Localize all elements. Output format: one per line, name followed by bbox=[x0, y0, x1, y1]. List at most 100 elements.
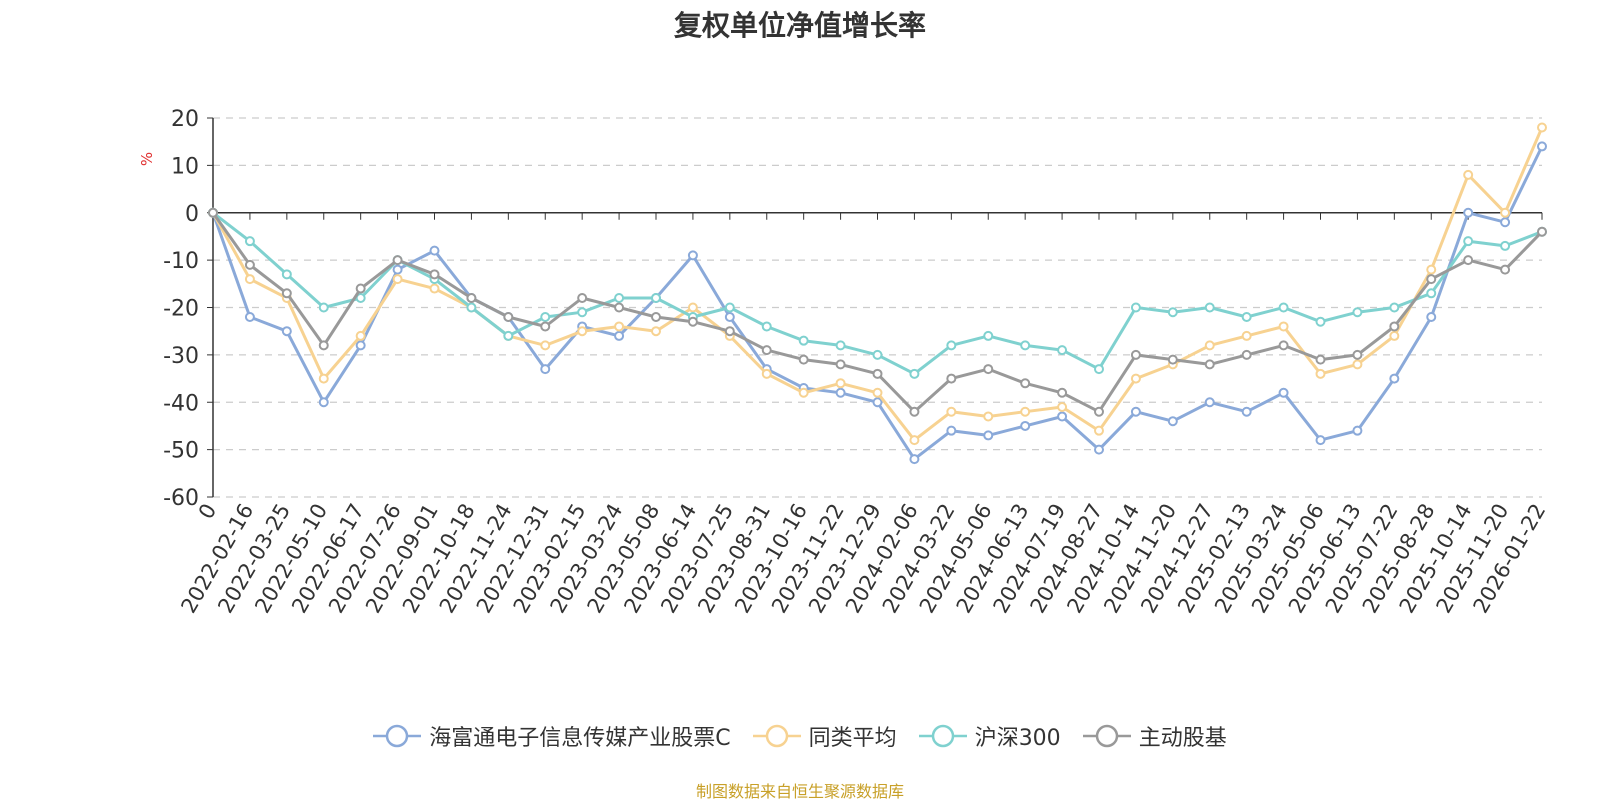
data-point bbox=[355, 283, 366, 294]
data-point bbox=[244, 259, 255, 270]
data-point bbox=[983, 364, 994, 375]
data-point bbox=[244, 236, 255, 247]
data-point bbox=[946, 425, 957, 436]
data-point bbox=[318, 397, 329, 408]
data-point bbox=[1352, 307, 1363, 318]
data-point bbox=[281, 269, 292, 280]
legend: 海富通电子信息传媒产业股票C 同类平均 沪深300 主动股基 bbox=[0, 720, 1600, 752]
legend-item[interactable]: 沪深300 bbox=[918, 720, 1061, 752]
data-point bbox=[724, 302, 735, 313]
y-tick-label: -50 bbox=[163, 439, 199, 464]
data-point bbox=[946, 406, 957, 417]
y-tick-label: 0 bbox=[185, 202, 199, 227]
y-tick-label: -60 bbox=[163, 486, 199, 511]
data-point bbox=[1500, 217, 1511, 228]
data-point bbox=[1057, 345, 1068, 356]
data-point bbox=[1057, 387, 1068, 398]
data-point bbox=[1500, 264, 1511, 275]
data-point bbox=[355, 293, 366, 304]
data-point bbox=[909, 368, 920, 379]
data-point bbox=[835, 387, 846, 398]
data-point bbox=[798, 387, 809, 398]
data-point bbox=[1500, 207, 1511, 218]
data-point bbox=[318, 373, 329, 384]
chart-title: 复权单位净值增长率 bbox=[673, 9, 926, 42]
data-point bbox=[1537, 141, 1547, 152]
y-tick-label: -30 bbox=[163, 344, 199, 369]
data-point bbox=[651, 293, 661, 304]
legend-swatch-marker bbox=[1095, 724, 1118, 748]
data-point bbox=[1057, 401, 1068, 412]
data-point bbox=[983, 330, 994, 341]
data-point bbox=[1463, 207, 1474, 218]
data-point bbox=[1352, 349, 1363, 360]
source-note: 制图数据来自恒生聚源数据库 bbox=[695, 782, 904, 801]
data-point bbox=[466, 293, 477, 304]
legend-swatch-marker bbox=[765, 724, 788, 748]
legend-item[interactable]: 主动股基 bbox=[1082, 720, 1227, 752]
x-tick-label: 0 bbox=[194, 500, 221, 524]
y-tick-label: -40 bbox=[163, 391, 199, 416]
data-point bbox=[614, 321, 625, 332]
data-point bbox=[1204, 302, 1215, 313]
data-point bbox=[1094, 364, 1104, 375]
data-point bbox=[983, 430, 994, 441]
data-point bbox=[1352, 359, 1363, 370]
data-point bbox=[1315, 316, 1326, 327]
data-point bbox=[1204, 340, 1215, 351]
data-point bbox=[687, 302, 698, 313]
data-point bbox=[1130, 349, 1141, 360]
legend-label: 同类平均 bbox=[808, 726, 897, 751]
data-point bbox=[798, 335, 809, 346]
data-point bbox=[872, 397, 883, 408]
data-point bbox=[909, 406, 920, 417]
y-tick-label: -10 bbox=[163, 249, 199, 274]
data-point bbox=[1278, 321, 1289, 332]
legend-label: 沪深300 bbox=[974, 726, 1061, 751]
data-point bbox=[466, 302, 477, 313]
data-point bbox=[318, 340, 329, 351]
legend-item[interactable]: 同类平均 bbox=[752, 720, 897, 752]
data-point bbox=[835, 359, 846, 370]
data-point bbox=[1241, 349, 1252, 360]
data-point bbox=[1315, 435, 1326, 446]
data-point bbox=[1426, 274, 1437, 285]
data-point bbox=[1426, 288, 1437, 299]
data-point bbox=[1463, 236, 1474, 247]
data-point bbox=[724, 326, 735, 337]
data-point bbox=[724, 311, 735, 322]
data-point bbox=[1389, 302, 1400, 313]
data-point bbox=[835, 340, 846, 351]
data-point bbox=[1463, 169, 1474, 180]
legend-swatch-icon bbox=[373, 724, 422, 748]
legend-swatch-marker bbox=[931, 724, 954, 748]
data-point bbox=[1352, 425, 1363, 436]
data-point bbox=[429, 283, 440, 294]
data-point bbox=[281, 288, 292, 299]
data-point bbox=[577, 307, 588, 318]
data-point bbox=[1278, 387, 1289, 398]
data-point bbox=[1315, 368, 1326, 379]
data-point bbox=[392, 264, 403, 275]
data-point bbox=[872, 368, 883, 379]
series-line bbox=[212, 211, 1543, 376]
data-point bbox=[798, 354, 809, 365]
data-point bbox=[1130, 406, 1141, 417]
data-point bbox=[355, 340, 366, 351]
data-point bbox=[614, 330, 625, 341]
data-point bbox=[503, 311, 514, 322]
data-point bbox=[761, 321, 772, 332]
data-point bbox=[244, 311, 255, 322]
series-line bbox=[211, 145, 1544, 461]
data-point bbox=[946, 373, 957, 384]
data-point bbox=[1315, 354, 1326, 365]
data-point bbox=[577, 293, 588, 304]
legend-label: 主动股基 bbox=[1138, 726, 1227, 751]
legend-swatch-icon bbox=[752, 724, 801, 748]
legend-item[interactable]: 海富通电子信息传媒产业股票C bbox=[373, 720, 731, 752]
data-point bbox=[1167, 354, 1178, 365]
data-point bbox=[1241, 311, 1252, 322]
data-point bbox=[1389, 373, 1400, 384]
data-point bbox=[355, 330, 366, 341]
